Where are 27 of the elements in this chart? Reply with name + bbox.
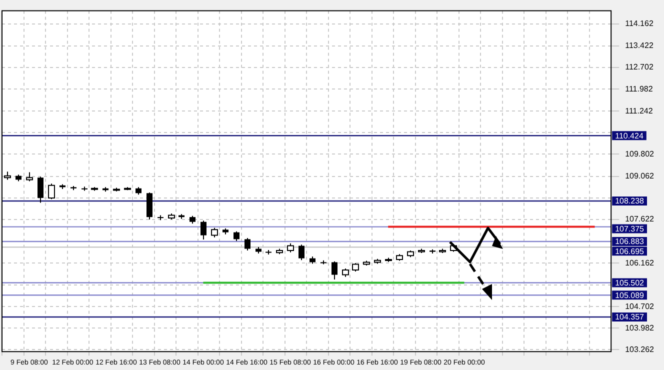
y-tick-label: 103.262 (625, 344, 655, 354)
ref-line-label: 108.238 (615, 196, 645, 206)
ref-line-label: 107.375 (615, 224, 645, 234)
y-tick-label: 103.982 (625, 323, 655, 332)
candlestick (298, 244, 304, 261)
y-tick-label: 107.622 (625, 214, 655, 224)
y-tick-label: 112.702 (625, 62, 654, 72)
candlestick (244, 238, 250, 252)
y-tick-label: 113.422 (625, 41, 654, 50)
ref-line-label: 105.502 (615, 278, 645, 288)
candlestick (200, 220, 206, 240)
candlestick (234, 230, 240, 242)
y-tick-label: 109.062 (625, 172, 655, 181)
ref-line-label: 106.883 (615, 237, 645, 246)
candlestick (38, 176, 44, 204)
ref-line-label: 105.089 (615, 290, 645, 300)
ref-line-label: 106.695 (615, 246, 645, 256)
ref-line-label: 110.424 (615, 131, 644, 140)
y-tick-label: 106.162 (625, 258, 655, 268)
y-tick-label: 104.702 (625, 302, 655, 311)
candlestick (332, 260, 338, 280)
candlestick (146, 192, 152, 220)
y-tick-label: 114.162 (625, 19, 654, 28)
y-tick-label: 111.982 (625, 84, 654, 94)
ref-line-label: 104.357 (615, 312, 645, 322)
y-tick-label: 111.242 (625, 106, 654, 116)
y-tick-label: 109.802 (625, 149, 655, 158)
